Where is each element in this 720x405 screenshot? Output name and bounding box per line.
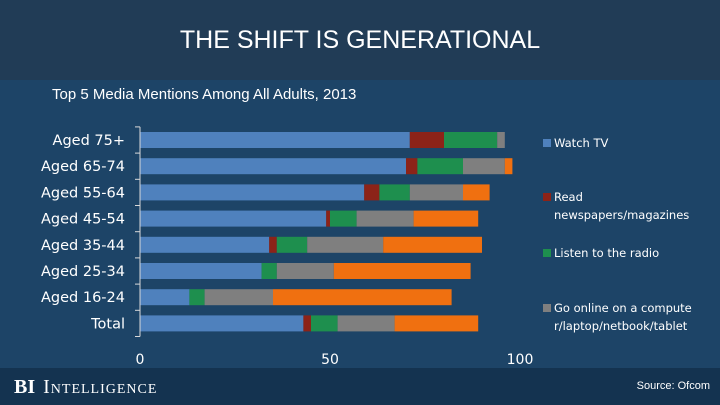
bar-go-online-on-a-computer-laptop-netbook-tablet-aged-55-64 bbox=[409, 184, 463, 201]
x-tick-label-50: 50 bbox=[321, 352, 339, 368]
bar-listen-to-the-radio-aged-75 bbox=[444, 132, 498, 148]
category-label-aged-55-64: Aged 55-64 bbox=[41, 185, 125, 201]
bar-go-online-on-a-computer-laptop-netbook-tablet-aged-16-24 bbox=[204, 289, 273, 306]
title-band bbox=[0, 0, 720, 80]
legend-swatch-read-newspapers bbox=[543, 193, 551, 201]
bar-read-newspapers-magazines-aged-35-44 bbox=[269, 236, 277, 253]
bar-use-a-mobile-phone-aged-35-44 bbox=[383, 236, 482, 253]
category-label-aged-35-44: Aged 35-44 bbox=[41, 238, 125, 254]
bar-use-a-mobile-phone-aged-16-24 bbox=[273, 289, 452, 306]
brand-logo: BI Intelligence bbox=[14, 376, 157, 399]
bar-listen-to-the-radio-aged-65-74 bbox=[417, 158, 463, 175]
bar-use-a-mobile-phone-aged-55-64 bbox=[463, 184, 490, 201]
brand-logo-intelligence: Intelligence bbox=[43, 376, 158, 398]
bar-watch-tv-total bbox=[140, 315, 304, 332]
bar-use-a-mobile-phone-total bbox=[394, 315, 479, 332]
legend-item-watch-tv: Watch TV bbox=[543, 134, 708, 152]
page-title: THE SHIFT IS GENERATIONAL bbox=[179, 26, 541, 54]
stacked-bar-chart: Aged 75+ Aged 65-74 Aged 55-64 Aged 45-54 Ag… bbox=[41, 126, 533, 368]
category-label-aged-75: Aged 75+ bbox=[53, 133, 125, 149]
label-layer: Aged 75+ Aged 65-74 Aged 55-64 Aged 45-54 Ag… bbox=[41, 133, 533, 368]
legend-swatch-watch-tv bbox=[543, 139, 551, 147]
legend-swatch-listen-radio bbox=[543, 249, 551, 257]
x-tick-label-0: 0 bbox=[136, 352, 145, 368]
bar-listen-to-the-radio-aged-35-44 bbox=[276, 236, 308, 253]
bar-use-a-mobile-phone-aged-45-54 bbox=[413, 210, 479, 227]
bar-use-a-mobile-phone-aged-65-74 bbox=[504, 158, 513, 175]
bar-go-online-on-a-computer-laptop-netbook-tablet-aged-25-34 bbox=[276, 263, 334, 279]
category-label-aged-25-34: Aged 25-34 bbox=[41, 264, 125, 280]
legend-item-read-newspapers: Read newspapers/magazines bbox=[543, 188, 690, 224]
bar-watch-tv-aged-45-54 bbox=[140, 210, 327, 227]
legend-label-watch-tv: Watch TV bbox=[554, 136, 609, 150]
legend-item-go-online: Go online on a computer/laptop/netbook/t… bbox=[543, 299, 693, 335]
legend-label-listen-radio: Listen to the radio bbox=[554, 246, 660, 260]
bar-go-online-on-a-computer-laptop-netbook-tablet-aged-35-44 bbox=[307, 236, 384, 253]
category-label-total: Total bbox=[90, 316, 125, 332]
bar-listen-to-the-radio-aged-45-54 bbox=[330, 210, 357, 227]
bar-read-newspapers-magazines-aged-55-64 bbox=[364, 184, 380, 201]
legend-swatch-go-online bbox=[543, 304, 551, 312]
bar-watch-tv-aged-75 bbox=[140, 132, 410, 148]
bar-read-newspapers-magazines-total bbox=[303, 315, 311, 332]
bar-listen-to-the-radio-aged-25-34 bbox=[261, 263, 277, 279]
bar-watch-tv-aged-55-64 bbox=[140, 184, 365, 201]
brand-logo-bi: BI bbox=[14, 376, 36, 398]
bar-go-online-on-a-computer-laptop-netbook-tablet-aged-75 bbox=[497, 132, 505, 148]
bar-watch-tv-aged-16-24 bbox=[140, 289, 190, 306]
axis-layer bbox=[135, 126, 141, 337]
bar-read-newspapers-magazines-aged-45-54 bbox=[326, 210, 330, 227]
category-label-aged-16-24: Aged 16-24 bbox=[41, 290, 125, 306]
chart-subtitle: Top 5 Media Mentions Among All Adults, 2… bbox=[52, 86, 357, 103]
bar-listen-to-the-radio-aged-16-24 bbox=[189, 289, 205, 306]
bar-watch-tv-aged-25-34 bbox=[140, 263, 262, 279]
bar-read-newspapers-magazines-aged-75 bbox=[409, 132, 444, 148]
bar-go-online-on-a-computer-laptop-netbook-tablet-aged-45-54 bbox=[356, 210, 414, 227]
source-note: Source: Ofcom bbox=[636, 380, 710, 392]
legend-label-read-newspapers: Read newspapers/magazines bbox=[554, 190, 690, 222]
bar-listen-to-the-radio-total bbox=[311, 315, 338, 332]
category-label-aged-45-54: Aged 45-54 bbox=[41, 212, 125, 228]
x-tick-label-100: 100 bbox=[507, 352, 534, 368]
legend-item-listen-radio: Listen to the radio bbox=[543, 244, 708, 262]
bar-go-online-on-a-computer-laptop-netbook-tablet-aged-65-74 bbox=[463, 158, 505, 175]
category-label-aged-65-74: Aged 65-74 bbox=[41, 159, 125, 175]
bar-read-newspapers-magazines-aged-65-74 bbox=[406, 158, 418, 175]
bar-go-online-on-a-computer-laptop-netbook-tablet-total bbox=[337, 315, 395, 332]
footer-band bbox=[0, 368, 720, 405]
bar-watch-tv-aged-65-74 bbox=[140, 158, 406, 175]
bars-layer bbox=[140, 132, 513, 332]
legend-label-go-online: Go online on a computer/laptop/netbook/t… bbox=[554, 301, 692, 333]
bar-use-a-mobile-phone-aged-25-34 bbox=[333, 263, 471, 279]
bar-listen-to-the-radio-aged-55-64 bbox=[379, 184, 410, 201]
bar-watch-tv-aged-35-44 bbox=[140, 236, 270, 253]
